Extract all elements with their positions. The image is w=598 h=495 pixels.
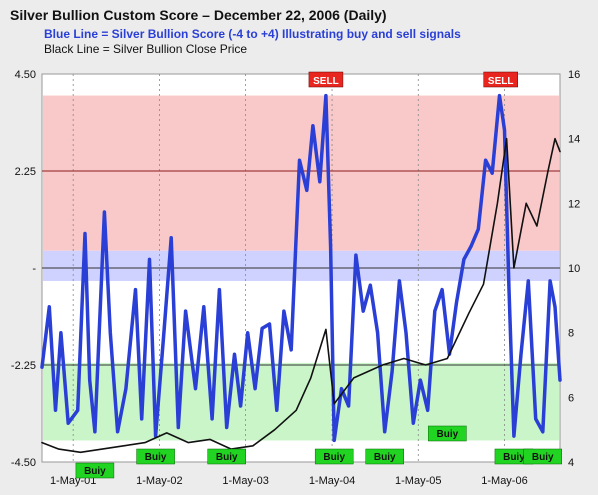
buy-badge	[523, 448, 563, 465]
left-tick-label: -	[32, 263, 36, 275]
buy-badge	[207, 448, 246, 465]
buy-badge	[75, 462, 115, 479]
chart-title: Silver Bullion Custom Score – December 2…	[10, 7, 387, 23]
right-tick-label: 10	[568, 263, 580, 275]
buy-badge-label: Buiy	[145, 452, 167, 463]
buy-badge-label: Buiy	[374, 452, 396, 463]
score-line	[40, 93, 562, 443]
right-tick-label: 8	[568, 328, 574, 340]
buy-badge	[314, 448, 354, 465]
buy-badge-label: Buiy	[532, 452, 554, 463]
sell-badge-label: SELL	[488, 76, 514, 87]
buy-badge-label: Buiy	[503, 452, 525, 463]
left-tick-label: 2.25	[15, 166, 36, 178]
chart-series	[40, 93, 562, 454]
sell-badge	[308, 71, 344, 88]
buy-badge-label: Buiy	[436, 429, 458, 440]
right-tick-label: 6	[568, 392, 574, 404]
right-tick-label: 4	[568, 457, 574, 469]
x-tick-label: 1-May-05	[395, 475, 441, 487]
left-tick-label: 4.50	[15, 69, 36, 81]
buy-badge	[428, 425, 467, 442]
right-tick-label: 16	[568, 69, 580, 81]
zone-neutral	[43, 250, 559, 281]
buy-badge-label: Buiy	[216, 452, 238, 463]
chart-subtitle-score: Blue Line = Silver Bullion Score (-4 to …	[44, 27, 461, 41]
x-tick-label: 1-May-02	[136, 475, 182, 487]
sell-badge-label: SELL	[313, 76, 339, 87]
sell-badge	[483, 71, 518, 88]
chart-subtitle-price: Black Line = Silver Bullion Close Price	[44, 42, 247, 56]
signal-badges: SELL SELL Buiy Buiy Buiy Buiy Buiy Buiy Buiy Buiy	[75, 71, 563, 479]
price-line	[41, 137, 561, 454]
signal-zones	[43, 95, 559, 441]
x-axis: 1-May-01 1-May-02 1-May-03 1-May-04 1-May-05…	[50, 475, 528, 487]
buy-badge	[365, 448, 404, 465]
left-tick-label: -4.50	[11, 457, 36, 469]
x-tick-label: 1-May-03	[222, 475, 268, 487]
right-tick-label: 14	[568, 134, 580, 146]
x-tick-label: 1-May-06	[481, 475, 527, 487]
zone-buy	[43, 362, 559, 441]
left-axis: 4.50 2.25 - -2.25 -4.50	[11, 69, 36, 469]
buy-badge-label: Buiy	[323, 452, 345, 463]
right-tick-label: 12	[568, 198, 580, 210]
left-tick-label: -2.25	[11, 360, 36, 372]
right-axis: 16 14 12 10 8 6 4	[568, 69, 580, 469]
x-tick-label: 1-May-04	[309, 475, 355, 487]
buy-badge	[136, 448, 175, 465]
buy-badge-label: Buiy	[84, 466, 106, 477]
